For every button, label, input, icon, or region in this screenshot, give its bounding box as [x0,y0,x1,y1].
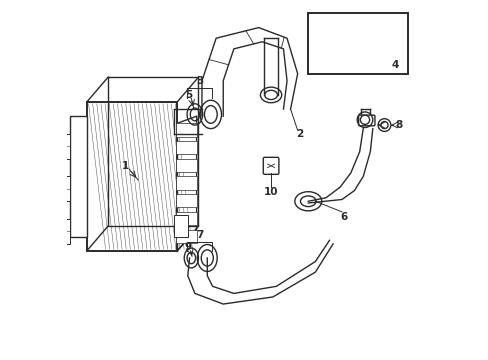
Text: 5: 5 [185,90,192,100]
FancyBboxPatch shape [62,176,70,201]
Text: 7: 7 [195,230,203,240]
Text: 10: 10 [264,188,278,197]
FancyBboxPatch shape [176,212,196,225]
FancyBboxPatch shape [176,123,196,136]
FancyBboxPatch shape [176,176,196,190]
FancyBboxPatch shape [176,194,196,207]
FancyBboxPatch shape [176,159,196,172]
Text: 2: 2 [295,129,303,139]
Text: 6: 6 [340,212,347,222]
Text: 8: 8 [394,120,402,130]
Text: 9: 9 [184,242,191,252]
FancyBboxPatch shape [62,134,70,159]
FancyBboxPatch shape [263,157,278,174]
FancyBboxPatch shape [62,219,70,244]
FancyBboxPatch shape [176,230,196,243]
Bar [307,13,407,74]
Text: 4: 4 [391,60,398,70]
FancyBboxPatch shape [358,115,374,126]
FancyBboxPatch shape [173,215,187,237]
Text: 1: 1 [122,161,129,171]
FancyBboxPatch shape [176,141,196,154]
Bar [70,116,87,237]
Text: 3: 3 [196,76,203,86]
